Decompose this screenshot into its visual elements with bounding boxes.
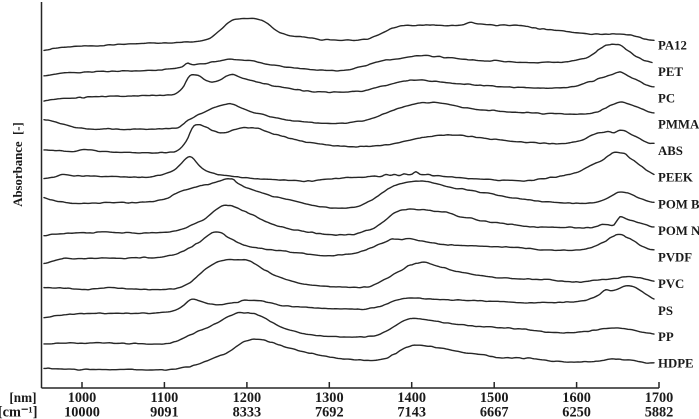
svg-text:ABS: ABS <box>658 144 683 158</box>
svg-text:1400: 1400 <box>397 390 426 406</box>
svg-text:1500: 1500 <box>480 390 509 406</box>
svg-text:5882: 5882 <box>645 405 674 419</box>
svg-text:POM B: POM B <box>658 198 699 212</box>
svg-text:PC: PC <box>658 92 675 106</box>
svg-text:9091: 9091 <box>150 405 179 419</box>
svg-text:1300: 1300 <box>315 390 344 406</box>
svg-text:1200: 1200 <box>233 390 262 406</box>
svg-text:PVDF: PVDF <box>658 251 692 265</box>
svg-text:POM N: POM N <box>658 224 699 238</box>
svg-text:PVC: PVC <box>658 277 684 291</box>
svg-text:7692: 7692 <box>315 405 344 419</box>
svg-text:PA12: PA12 <box>658 39 687 53</box>
svg-text:7143: 7143 <box>397 405 426 419</box>
svg-text:PMMA: PMMA <box>658 118 699 132</box>
svg-text:[nm]: [nm] <box>9 390 36 405</box>
svg-text:Absorbance [-]: Absorbance [-] <box>11 122 25 207</box>
svg-text:1600: 1600 <box>562 390 591 406</box>
svg-text:PP: PP <box>658 330 674 344</box>
svg-text:6250: 6250 <box>562 405 591 419</box>
svg-text:PET: PET <box>658 65 683 79</box>
svg-text:1700: 1700 <box>645 390 674 406</box>
svg-text:HDPE: HDPE <box>658 357 694 371</box>
svg-text:8333: 8333 <box>233 405 262 419</box>
svg-text:6667: 6667 <box>480 405 509 419</box>
svg-text:PEEK: PEEK <box>658 171 693 185</box>
svg-text:[cm⁻¹]: [cm⁻¹] <box>0 405 38 419</box>
svg-text:PS: PS <box>658 304 673 318</box>
svg-text:10000: 10000 <box>64 405 100 419</box>
svg-text:1000: 1000 <box>68 390 97 406</box>
svg-text:1100: 1100 <box>150 390 178 406</box>
